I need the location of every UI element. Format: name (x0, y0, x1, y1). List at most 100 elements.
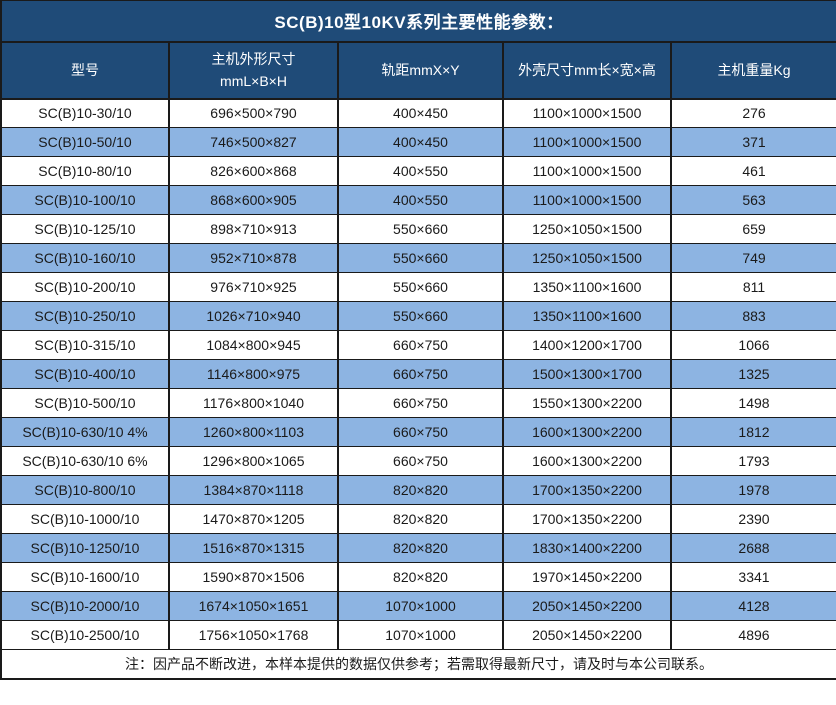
table-body: SC(B)10-30/10 696×500×790 400×450 1100×1000… (0, 98, 836, 650)
table-cell: 868×600×905 (168, 185, 339, 215)
table-cell: SC(B)10-30/10 (0, 98, 170, 128)
table-cell: 563 (670, 185, 836, 215)
table-cell: SC(B)10-100/10 (0, 185, 170, 215)
table-row: SC(B)10-315/10 1084×800×945 660×750 1400×12… (0, 330, 836, 360)
table-row: SC(B)10-2500/10 1756×1050×1768 1070×1000 20… (0, 620, 836, 650)
table-cell: 1500×1300×1700 (502, 359, 672, 389)
table-row: SC(B)10-80/10 826×600×868 400×550 1100×1000… (0, 156, 836, 186)
table-cell: 1600×1300×2200 (502, 417, 672, 447)
table-cell: 1700×1350×2200 (502, 504, 672, 534)
table-cell: 3341 (670, 562, 836, 592)
table-cell: 1296×800×1065 (168, 446, 339, 476)
table-cell: 746×500×827 (168, 127, 339, 157)
table-cell: SC(B)10-630/10 6% (0, 446, 170, 476)
table-cell: SC(B)10-80/10 (0, 156, 170, 186)
table-row: SC(B)10-1600/10 1590×870×1506 820×820 1970×… (0, 562, 836, 592)
table-cell: SC(B)10-160/10 (0, 243, 170, 273)
table-cell: 820×820 (337, 504, 504, 534)
table-cell: 1830×1400×2200 (502, 533, 672, 563)
table-row: SC(B)10-100/10 868×600×905 400×550 1100×100… (0, 185, 836, 215)
table-cell: 400×550 (337, 185, 504, 215)
table-cell: 1250×1050×1500 (502, 243, 672, 273)
table-cell: 1100×1000×1500 (502, 185, 672, 215)
table-cell: SC(B)10-315/10 (0, 330, 170, 360)
column-header-rail-gauge: 轨距mmX×Y (337, 41, 504, 100)
spec-table: SC(B)10型10KV系列主要性能参数： 型号 主机外形尺寸 mmL×B×H … (0, 0, 836, 680)
table-cell: 1176×800×1040 (168, 388, 339, 418)
table-row: SC(B)10-630/10 6% 1296×800×1065 660×750 160… (0, 446, 836, 476)
column-header-host-dimensions-line2: mmL×B×H (220, 73, 287, 89)
column-header-model: 型号 (0, 41, 170, 100)
table-cell: SC(B)10-1000/10 (0, 504, 170, 534)
table-cell: 276 (670, 98, 836, 128)
table-cell: 1970×1450×2200 (502, 562, 672, 592)
table-cell: 1384×870×1118 (168, 475, 339, 505)
table-cell: SC(B)10-2000/10 (0, 591, 170, 621)
table-cell: 1070×1000 (337, 620, 504, 650)
column-header-row: 型号 主机外形尺寸 mmL×B×H 轨距mmX×Y 外壳尺寸mm长×宽×高 主机… (0, 41, 836, 100)
table-cell: 400×450 (337, 98, 504, 128)
table-cell: 400×450 (337, 127, 504, 157)
table-cell: 550×660 (337, 214, 504, 244)
table-cell: SC(B)10-1600/10 (0, 562, 170, 592)
table-cell: 1100×1000×1500 (502, 127, 672, 157)
table-cell: 1084×800×945 (168, 330, 339, 360)
table-cell: 1350×1100×1600 (502, 301, 672, 331)
table-cell: 371 (670, 127, 836, 157)
table-cell: SC(B)10-125/10 (0, 214, 170, 244)
table-cell: 1070×1000 (337, 591, 504, 621)
column-header-host-dimensions-line1: 主机外形尺寸 (211, 50, 296, 67)
table-cell: 659 (670, 214, 836, 244)
table-cell: 660×750 (337, 388, 504, 418)
table-row: SC(B)10-800/10 1384×870×1118 820×820 1700×1… (0, 475, 836, 505)
table-cell: 4896 (670, 620, 836, 650)
table-row: SC(B)10-2000/10 1674×1050×1651 1070×1000 20… (0, 591, 836, 621)
table-row: SC(B)10-1250/10 1516×870×1315 820×820 1830×… (0, 533, 836, 563)
table-cell: SC(B)10-200/10 (0, 272, 170, 302)
table-cell: 660×750 (337, 330, 504, 360)
table-cell: SC(B)10-630/10 4% (0, 417, 170, 447)
table-row: SC(B)10-500/10 1176×800×1040 660×750 1550×1… (0, 388, 836, 418)
table-cell: 820×820 (337, 562, 504, 592)
table-cell: 1026×710×940 (168, 301, 339, 331)
table-cell: SC(B)10-250/10 (0, 301, 170, 331)
table-cell: 1590×870×1506 (168, 562, 339, 592)
table-cell: 550×660 (337, 243, 504, 273)
table-cell: 952×710×878 (168, 243, 339, 273)
table-cell: 1146×800×975 (168, 359, 339, 389)
table-cell: 1100×1000×1500 (502, 156, 672, 186)
table-cell: 660×750 (337, 417, 504, 447)
table-cell: 1470×870×1205 (168, 504, 339, 534)
table-row: SC(B)10-30/10 696×500×790 400×450 1100×1000… (0, 98, 836, 128)
table-cell: 660×750 (337, 359, 504, 389)
table-cell: 1516×870×1315 (168, 533, 339, 563)
column-header-weight: 主机重量Kg (670, 41, 836, 100)
table-cell: 1400×1200×1700 (502, 330, 672, 360)
table-cell: 2390 (670, 504, 836, 534)
table-cell: 826×600×868 (168, 156, 339, 186)
table-cell: 820×820 (337, 475, 504, 505)
table-row: SC(B)10-50/10 746×500×827 400×450 1100×1000… (0, 127, 836, 157)
table-cell: SC(B)10-400/10 (0, 359, 170, 389)
table-cell: 1700×1350×2200 (502, 475, 672, 505)
table-cell: 749 (670, 243, 836, 273)
table-header: SC(B)10型10KV系列主要性能参数： 型号 主机外形尺寸 mmL×B×H … (0, 0, 836, 100)
table-row: SC(B)10-125/10 898×710×913 550×660 1250×105… (0, 214, 836, 244)
table-cell: 1978 (670, 475, 836, 505)
table-cell: 1812 (670, 417, 836, 447)
table-footer: 注：因产品不断改进，本样本提供的数据仅供参考；若需取得最新尺寸，请及时与本公司联… (0, 649, 836, 680)
table-cell: 1550×1300×2200 (502, 388, 672, 418)
table-cell: 461 (670, 156, 836, 186)
table-cell: 2050×1450×2200 (502, 591, 672, 621)
column-header-enclosure-dimensions: 外壳尺寸mm长×宽×高 (502, 41, 672, 100)
table-cell: 1066 (670, 330, 836, 360)
table-cell: 2050×1450×2200 (502, 620, 672, 650)
table-cell: 1498 (670, 388, 836, 418)
table-cell: 4128 (670, 591, 836, 621)
table-cell: 2688 (670, 533, 836, 563)
table-row: SC(B)10-250/10 1026×710×940 550×660 1350×11… (0, 301, 836, 331)
table-cell: SC(B)10-800/10 (0, 475, 170, 505)
table-row: SC(B)10-630/10 4% 1260×800×1103 660×750 160… (0, 417, 836, 447)
table-cell: SC(B)10-500/10 (0, 388, 170, 418)
